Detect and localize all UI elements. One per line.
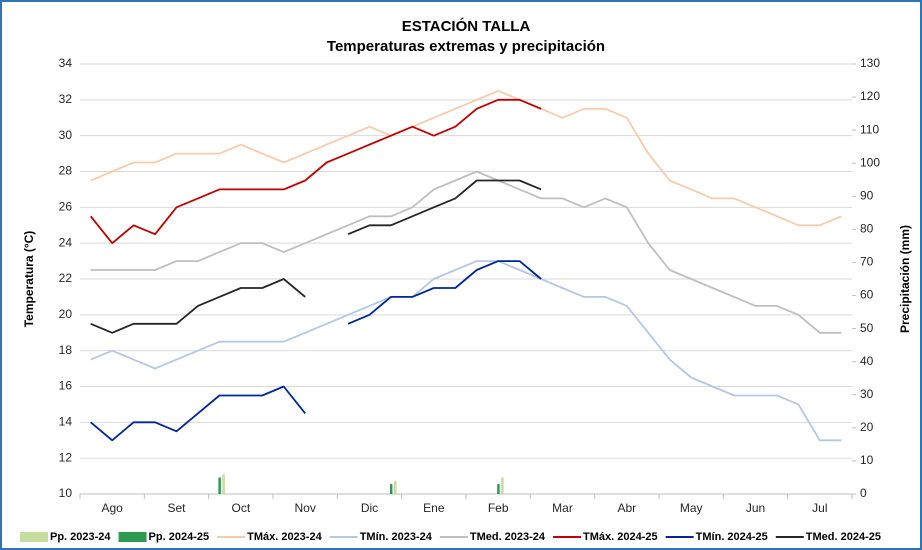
temperature-line [90,179,542,334]
legend: Pp. 2023-24 Pp. 2024-25 TMáx. 2023-24 TMín.… [20,531,881,543]
x-tick-label: Nov [294,501,315,515]
y2-tick-label: 0 [860,486,867,500]
y-axis-title: Temperatura (°C) [22,231,36,328]
y2-tick-label: 110 [860,122,879,136]
y-tick-label: 22 [59,271,73,285]
x-tick-label: Set [167,501,186,515]
legend-swatch [118,532,147,542]
x-tick-label: Ago [101,501,123,515]
x-tick-label: Abr [617,501,636,515]
x-tick-label: Oct [231,501,250,515]
legend-label: Pp. 2023-24 [50,531,111,543]
y-tick-label: 24 [59,235,73,249]
y-tick-label: 28 [59,164,73,178]
y2-tick-label: 60 [860,288,874,302]
y2-tick-label: 10 [860,453,874,467]
chart-title: ESTACIÓN TALLA [402,17,531,35]
legend-label: TMáx. 2024-25 [583,531,658,543]
precip-bar [393,480,397,494]
x-tick-label: Jul [812,501,827,515]
y2-tick-label: 80 [860,222,874,236]
y2-tick-label: 100 [860,155,880,169]
legend-label: TMín. 2023-24 [360,531,433,543]
y2-tick-label: 30 [860,387,874,401]
legend-label: TMín. 2024-25 [696,531,768,543]
temperature-line [90,260,842,442]
y-tick-label: 16 [59,379,73,393]
x-tick-label: Jun [746,501,765,515]
y-tick-label: 34 [59,56,73,70]
y2-tick-label: 70 [860,255,874,269]
y2-tick-label: 40 [860,354,874,368]
y-tick-label: 10 [59,486,73,500]
legend-label: Pp. 2024-25 [149,531,210,543]
temperature-line [90,90,842,227]
y-tick-label: 32 [59,92,73,106]
chart-subtitle: Temperaturas extremas y precipitación [327,38,605,55]
precip-bar [218,477,221,494]
temperature-line [90,170,842,334]
y-tick-label: 18 [59,343,73,357]
precip-bar [497,484,500,494]
y2-tick-label: 90 [860,188,874,202]
x-tick-label: May [680,501,703,515]
y-tick-label: 20 [59,307,73,321]
y2-tick-label: 20 [860,420,874,434]
x-tick-label: Mar [552,501,573,515]
y-tick-label: 26 [59,200,73,214]
legend-label: TMed. 2023-24 [470,531,546,543]
temperature-line [89,98,542,245]
legend-swatch [20,532,48,542]
legend-label: TMed. 2024-25 [806,531,881,543]
precip-bar [222,474,225,494]
y2-axis-title: Precipitación (mm) [898,225,912,333]
precip-bar [501,477,504,494]
x-tick-label: Dic [361,501,378,515]
x-tick-label: Feb [488,501,509,515]
x-tick-label: Ene [423,501,445,515]
y2-tick-label: 130 [860,56,880,70]
temperature-line [90,260,542,442]
y2-tick-label: 50 [860,321,874,335]
y-tick-label: 12 [59,450,73,464]
y-tick-label: 30 [59,128,73,142]
y-tick-label: 14 [59,415,73,429]
y2-tick-label: 120 [860,89,880,103]
precip-bar [389,484,393,494]
legend-label: TMáx. 2023-24 [247,531,322,543]
